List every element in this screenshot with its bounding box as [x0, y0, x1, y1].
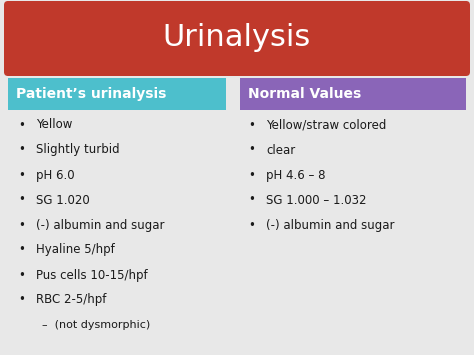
- Text: Slightly turbid: Slightly turbid: [36, 143, 119, 157]
- Text: pH 4.6 – 8: pH 4.6 – 8: [266, 169, 326, 181]
- Text: Yellow/straw colored: Yellow/straw colored: [266, 119, 386, 131]
- Text: •: •: [248, 193, 255, 207]
- Text: clear: clear: [266, 143, 295, 157]
- Text: Pus cells 10-15/hpf: Pus cells 10-15/hpf: [36, 268, 147, 282]
- FancyBboxPatch shape: [240, 78, 466, 110]
- Text: SG 1.020: SG 1.020: [36, 193, 90, 207]
- Text: •: •: [18, 218, 26, 231]
- Text: –  (not dysmorphic): – (not dysmorphic): [42, 320, 150, 330]
- Text: SG 1.000 – 1.032: SG 1.000 – 1.032: [266, 193, 366, 207]
- Text: •: •: [18, 193, 26, 207]
- Text: •: •: [18, 119, 26, 131]
- Text: •: •: [18, 244, 26, 257]
- Text: •: •: [248, 143, 255, 157]
- Text: Hyaline 5/hpf: Hyaline 5/hpf: [36, 244, 115, 257]
- Text: (-) albumin and sugar: (-) albumin and sugar: [266, 218, 394, 231]
- Text: pH 6.0: pH 6.0: [36, 169, 74, 181]
- Text: Yellow: Yellow: [36, 119, 73, 131]
- Text: •: •: [18, 143, 26, 157]
- FancyBboxPatch shape: [8, 78, 226, 110]
- Text: Normal Values: Normal Values: [248, 87, 361, 101]
- Text: •: •: [248, 169, 255, 181]
- Text: •: •: [18, 169, 26, 181]
- Text: •: •: [248, 119, 255, 131]
- Text: •: •: [248, 218, 255, 231]
- Text: •: •: [18, 294, 26, 306]
- Text: •: •: [18, 268, 26, 282]
- Text: Urinalysis: Urinalysis: [163, 23, 311, 53]
- Text: RBC 2-5/hpf: RBC 2-5/hpf: [36, 294, 106, 306]
- Text: (-) albumin and sugar: (-) albumin and sugar: [36, 218, 164, 231]
- FancyBboxPatch shape: [4, 1, 470, 76]
- Text: Patient’s urinalysis: Patient’s urinalysis: [16, 87, 166, 101]
